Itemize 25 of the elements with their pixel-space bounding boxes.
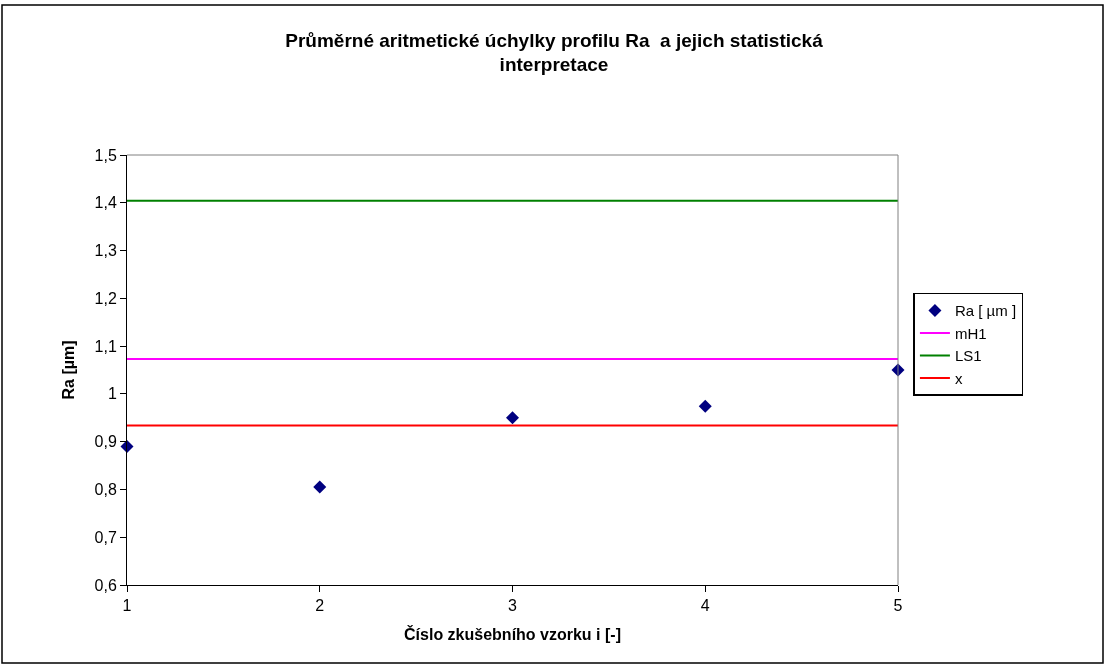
x-tick-label: 1 — [122, 597, 132, 615]
y-tick-label: 1,1 — [94, 337, 117, 355]
y-tick-label: 1,2 — [94, 289, 117, 307]
y-tick-label: 0,6 — [94, 576, 117, 594]
point — [698, 399, 712, 413]
y-tick-label: 0,9 — [94, 433, 117, 451]
x-tick-label: 2 — [315, 597, 325, 615]
point — [506, 411, 519, 425]
legend-label: mH1 — [954, 324, 987, 342]
x-tick-label: 5 — [893, 597, 903, 615]
y-tick-label: 1,5 — [94, 146, 117, 164]
y-tick-label: 0,8 — [94, 481, 117, 499]
y-tick-label: 1,4 — [94, 194, 117, 212]
legend-label: LS1 — [954, 347, 982, 365]
y-tick-label: 1 — [107, 385, 117, 403]
point — [313, 480, 327, 494]
x-axis-title: Číslo zkušebního vzorku i [-] — [404, 624, 621, 643]
y-tick-label: 1,3 — [94, 242, 117, 260]
x-tick-label: 4 — [700, 597, 710, 615]
legend-label: x — [954, 369, 963, 387]
chart-title: Průměrné aritmetické úchylky profilu Ra a jejich statistická interpretace — [285, 29, 824, 76]
x-tick-label: 3 — [508, 597, 518, 615]
legend-label: Ra [ µm ] — [954, 302, 1017, 320]
y-tick-label: 0,7 — [94, 528, 117, 546]
y-axis-title: Ra [µm] — [60, 340, 78, 400]
